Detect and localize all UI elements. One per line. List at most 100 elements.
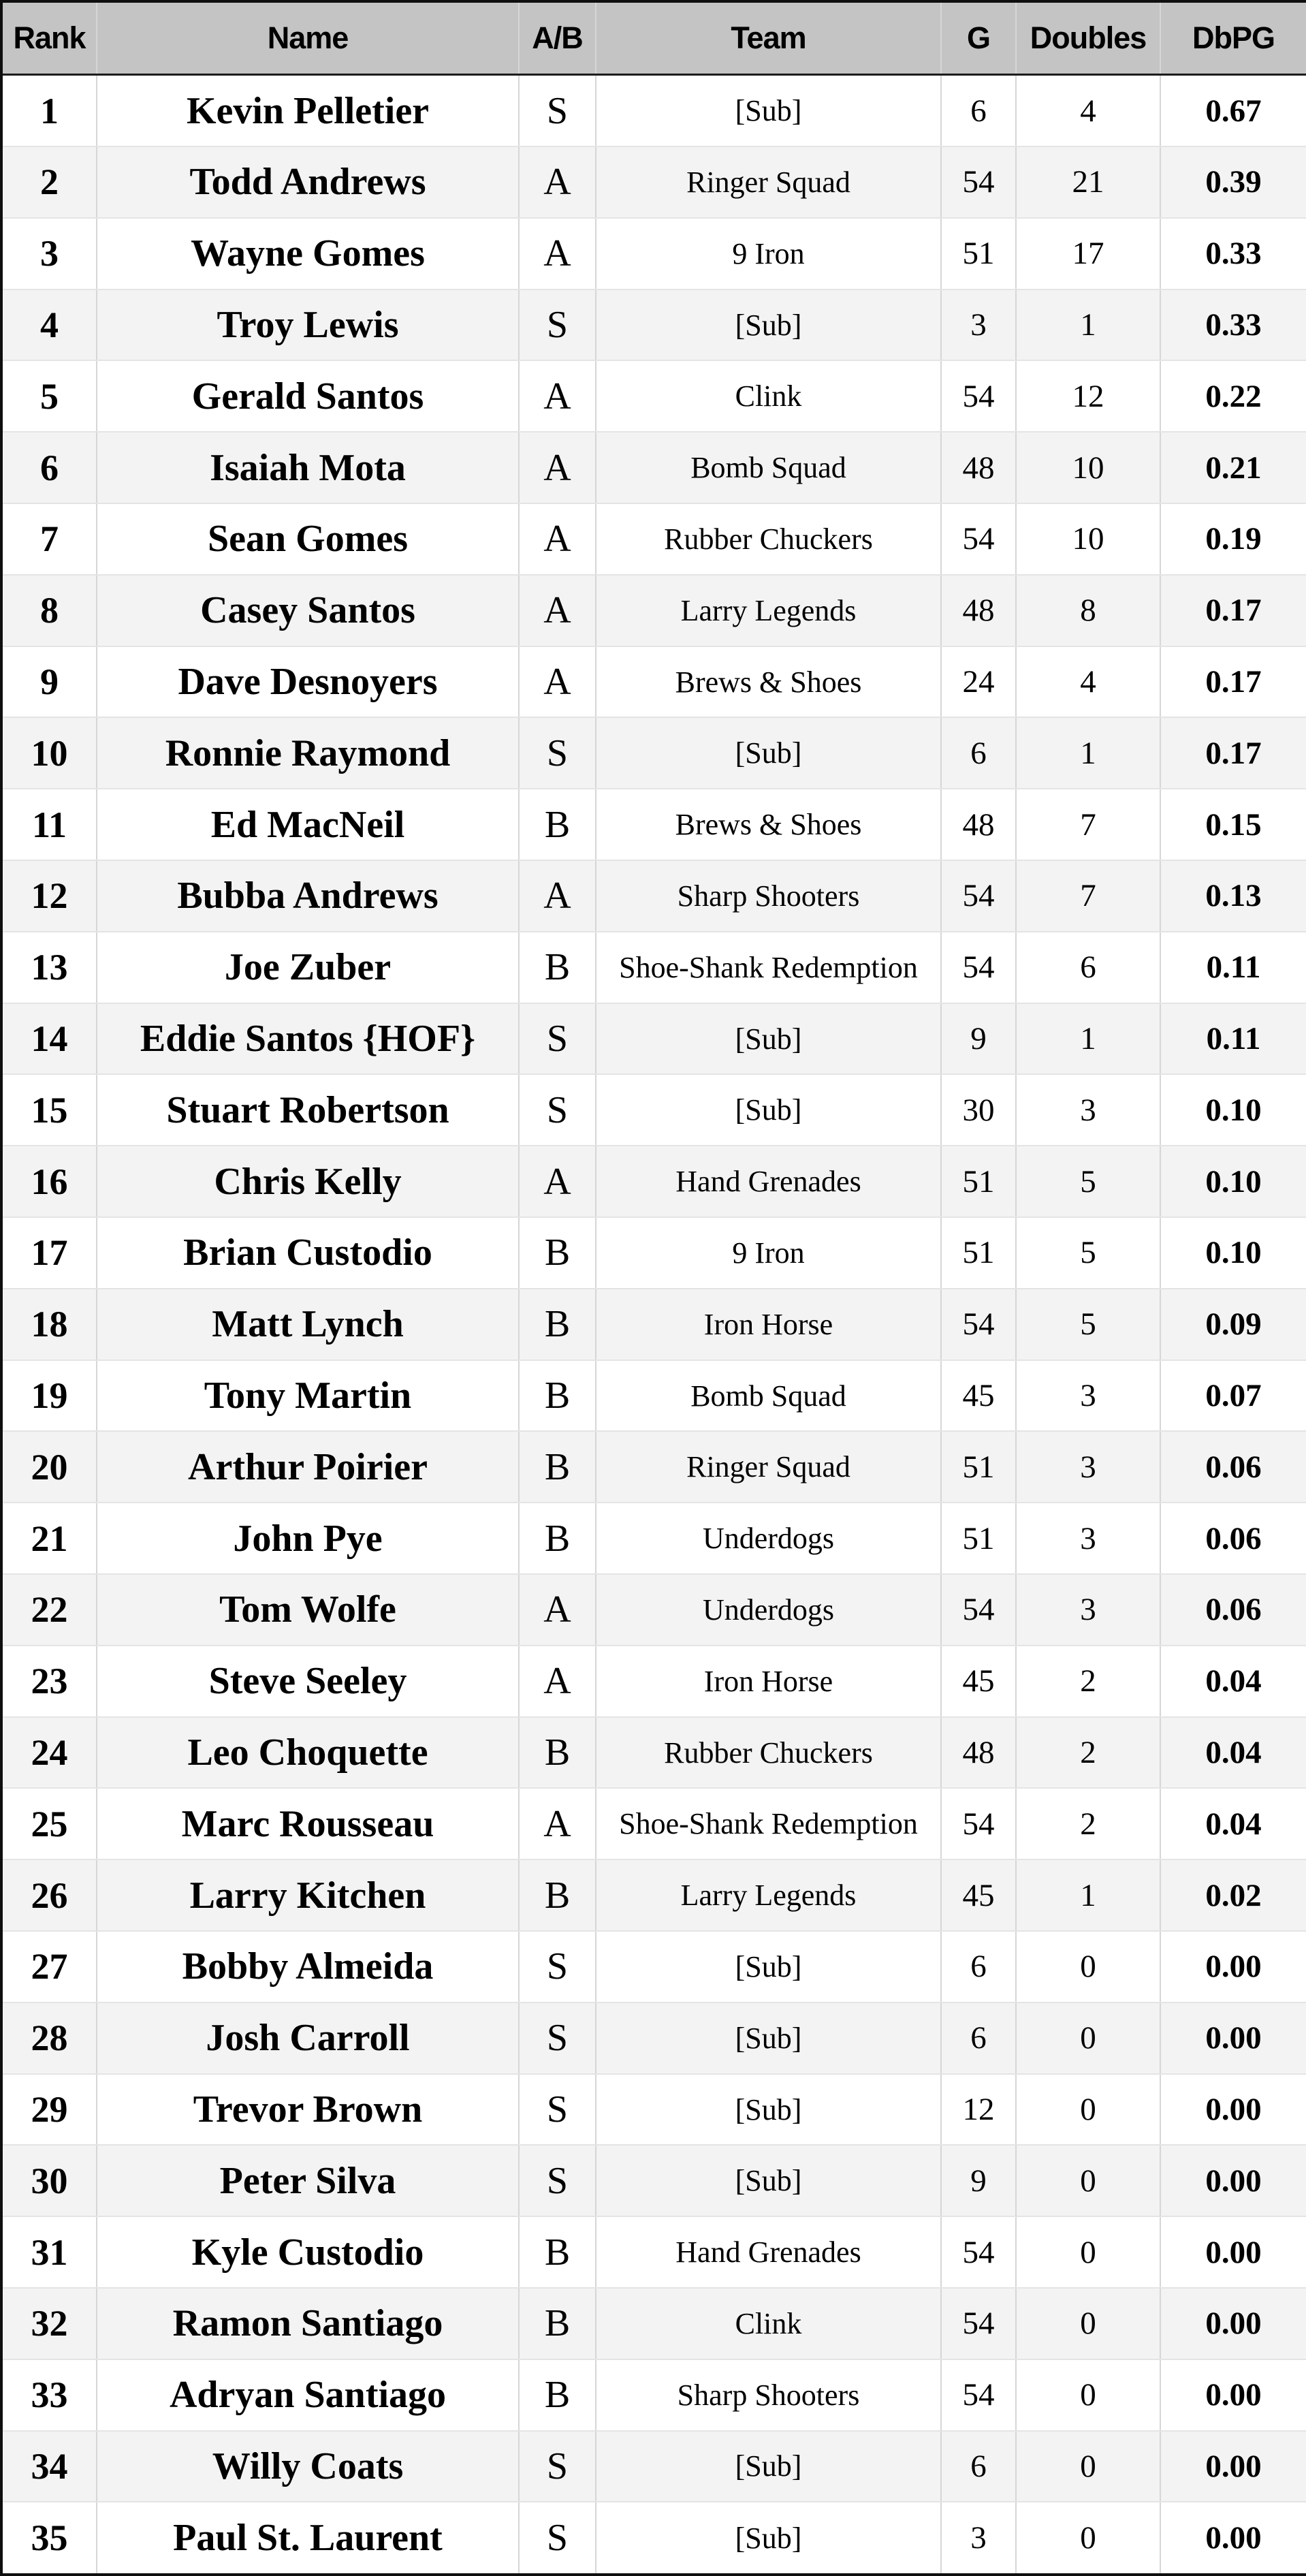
- g-cell: 51: [940, 1502, 1017, 1575]
- rank-cell: 26: [1, 1859, 97, 1932]
- team-cell: Bomb Squad: [595, 431, 942, 505]
- table-row: 18 Matt Lynch B Iron Horse 54 5 0.09: [1, 1287, 1306, 1361]
- rank-cell: 21: [1, 1502, 97, 1575]
- team-cell: Shoe-Shank Redemption: [595, 930, 942, 1004]
- rank-cell: 7: [1, 503, 97, 576]
- doubles-cell: 0: [1015, 2287, 1161, 2360]
- doubles-cell: 0: [1015, 2358, 1161, 2432]
- ab-cell: B: [518, 1430, 596, 1504]
- name-cell: Casey Santos: [96, 574, 520, 647]
- table-row: 17 Brian Custodio B 9 Iron 51 5 0.10: [1, 1216, 1306, 1289]
- doubles-cell: 10: [1015, 503, 1161, 576]
- rank-cell: 14: [1, 1002, 97, 1075]
- rank-cell: 10: [1, 717, 97, 790]
- doubles-cell: 3: [1015, 1359, 1161, 1432]
- team-cell: Hand Grenades: [595, 2216, 942, 2289]
- dbpg-cell: 0.09: [1160, 1287, 1306, 1361]
- rank-cell: 3: [1, 217, 97, 290]
- rank-cell: 12: [1, 860, 97, 932]
- rank-cell: 1: [1, 74, 97, 148]
- team-cell: Underdogs: [595, 1573, 942, 1646]
- rank-cell: 24: [1, 1716, 97, 1789]
- rank-cell: 13: [1, 930, 97, 1004]
- doubles-cell: 5: [1015, 1216, 1161, 1289]
- header-ab: A/B: [518, 1, 596, 76]
- name-cell: Tom Wolfe: [96, 1573, 520, 1646]
- ab-cell: S: [518, 717, 596, 790]
- ab-cell: A: [518, 860, 596, 932]
- g-cell: 9: [940, 2144, 1017, 2218]
- rank-cell: 23: [1, 1644, 97, 1718]
- table-row: 31 Kyle Custodio B Hand Grenades 54 0 0.00: [1, 2216, 1306, 2289]
- ab-cell: A: [518, 431, 596, 505]
- team-cell: Ringer Squad: [595, 1430, 942, 1504]
- ab-cell: A: [518, 574, 596, 647]
- dbpg-cell: 0.10: [1160, 1145, 1306, 1219]
- rank-cell: 17: [1, 1216, 97, 1289]
- name-cell: Leo Choquette: [96, 1716, 520, 1789]
- dbpg-cell: 0.21: [1160, 431, 1306, 505]
- dbpg-cell: 0.10: [1160, 1216, 1306, 1289]
- g-cell: 3: [940, 2501, 1017, 2575]
- dbpg-cell: 0.17: [1160, 645, 1306, 719]
- ab-cell: S: [518, 74, 596, 148]
- ab-cell: A: [518, 146, 596, 219]
- doubles-cell: 0: [1015, 1930, 1161, 2003]
- ab-cell: B: [518, 1287, 596, 1361]
- rank-cell: 16: [1, 1145, 97, 1219]
- rank-cell: 22: [1, 1573, 97, 1646]
- ab-cell: B: [518, 1502, 596, 1575]
- dbpg-cell: 0.04: [1160, 1787, 1306, 1861]
- g-cell: 54: [940, 1287, 1017, 1361]
- g-cell: 45: [940, 1859, 1017, 1932]
- table-row: 5 Gerald Santos A Clink 54 12 0.22: [1, 360, 1306, 433]
- g-cell: 54: [940, 360, 1017, 433]
- ab-cell: S: [518, 1930, 596, 2003]
- rank-cell: 6: [1, 431, 97, 505]
- name-cell: Sean Gomes: [96, 503, 520, 576]
- team-cell: Hand Grenades: [595, 1145, 942, 1219]
- dbpg-cell: 0.17: [1160, 574, 1306, 647]
- doubles-cell: 3: [1015, 1430, 1161, 1504]
- dbpg-cell: 0.13: [1160, 860, 1306, 932]
- team-cell: [Sub]: [595, 74, 942, 148]
- rank-cell: 4: [1, 288, 97, 362]
- header-name: Name: [96, 1, 520, 76]
- table-row: 6 Isaiah Mota A Bomb Squad 48 10 0.21: [1, 431, 1306, 505]
- rank-cell: 9: [1, 645, 97, 719]
- team-cell: Sharp Shooters: [595, 860, 942, 932]
- ab-cell: A: [518, 1787, 596, 1861]
- team-cell: Ringer Squad: [595, 146, 942, 219]
- doubles-cell: 17: [1015, 217, 1161, 290]
- g-cell: 54: [940, 1787, 1017, 1861]
- ab-cell: S: [518, 2073, 596, 2146]
- dbpg-cell: 0.33: [1160, 217, 1306, 290]
- team-cell: Clink: [595, 360, 942, 433]
- g-cell: 6: [940, 2430, 1017, 2503]
- rank-cell: 20: [1, 1430, 97, 1504]
- g-cell: 54: [940, 2287, 1017, 2360]
- doubles-cell: 1: [1015, 288, 1161, 362]
- name-cell: Tony Martin: [96, 1359, 520, 1432]
- ab-cell: B: [518, 1216, 596, 1289]
- dbpg-cell: 0.00: [1160, 2073, 1306, 2146]
- ab-cell: S: [518, 1073, 596, 1147]
- ab-cell: B: [518, 2358, 596, 2432]
- name-cell: Marc Rousseau: [96, 1787, 520, 1861]
- name-cell: Todd Andrews: [96, 146, 520, 219]
- ab-cell: S: [518, 1002, 596, 1075]
- g-cell: 54: [940, 1573, 1017, 1646]
- dbpg-cell: 0.11: [1160, 930, 1306, 1004]
- g-cell: 54: [940, 146, 1017, 219]
- dbpg-cell: 0.06: [1160, 1502, 1306, 1575]
- ab-cell: S: [518, 2144, 596, 2218]
- ab-cell: B: [518, 930, 596, 1004]
- g-cell: 6: [940, 1930, 1017, 2003]
- ab-cell: B: [518, 1359, 596, 1432]
- table-body: 1 Kevin Pelletier S [Sub] 6 4 0.67 2 Todd Andrew…: [1, 74, 1306, 2575]
- ab-cell: S: [518, 2430, 596, 2503]
- rank-cell: 25: [1, 1787, 97, 1861]
- g-cell: 54: [940, 2216, 1017, 2289]
- rank-cell: 28: [1, 2001, 97, 2075]
- g-cell: 54: [940, 503, 1017, 576]
